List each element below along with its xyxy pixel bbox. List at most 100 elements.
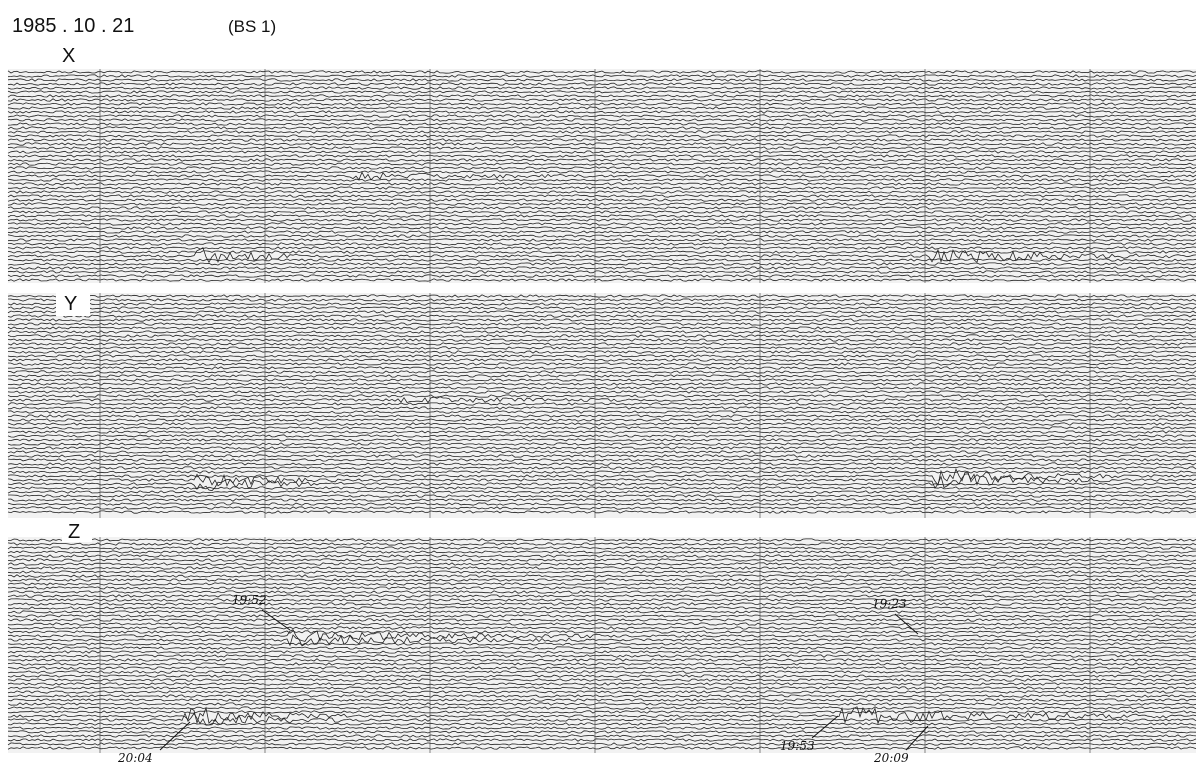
trace — [7, 146, 1197, 150]
trace — [8, 494, 1197, 498]
trace — [7, 650, 1197, 654]
trace — [7, 130, 1197, 134]
time-note: 20:04 — [117, 751, 153, 765]
trace — [7, 70, 1197, 74]
trace — [7, 358, 1197, 362]
trace — [7, 214, 1197, 218]
trace — [7, 270, 1197, 274]
label-bg — [56, 42, 82, 66]
trace — [7, 114, 1197, 118]
trace — [7, 446, 1197, 450]
trace — [7, 266, 1197, 270]
trace — [7, 450, 1197, 454]
trace — [7, 694, 1197, 698]
trace — [8, 438, 1197, 442]
trace — [7, 154, 1197, 158]
trace — [7, 629, 1197, 642]
trace — [8, 210, 1197, 214]
trace — [7, 218, 1197, 222]
arrow — [159, 721, 191, 751]
trace — [7, 122, 1197, 126]
trace — [7, 470, 1197, 474]
trace — [7, 554, 1197, 558]
trace — [7, 738, 1197, 742]
trace — [7, 206, 1197, 210]
trace — [7, 434, 1197, 438]
trace — [7, 634, 1197, 647]
trace — [7, 586, 1197, 590]
trace — [7, 302, 1197, 306]
trace — [7, 366, 1197, 370]
trace — [7, 462, 1197, 466]
arrow — [905, 725, 929, 751]
trace — [7, 98, 1197, 102]
trace — [7, 314, 1197, 318]
trace — [7, 730, 1197, 734]
time-note: 19:23 — [872, 597, 907, 611]
trace — [7, 506, 1197, 510]
trace — [7, 562, 1197, 566]
trace — [7, 162, 1197, 166]
trace — [7, 338, 1197, 342]
trace — [7, 166, 1197, 170]
trace — [7, 502, 1197, 506]
trace — [7, 406, 1197, 410]
trace — [7, 378, 1197, 382]
trace — [7, 318, 1197, 322]
trace — [7, 570, 1197, 574]
trace — [7, 86, 1197, 90]
trace — [7, 658, 1197, 662]
panel-label: Z — [68, 521, 80, 543]
trace — [7, 362, 1197, 366]
trace — [7, 558, 1197, 562]
trace — [8, 298, 1197, 302]
trace — [7, 262, 1197, 266]
trace — [7, 550, 1197, 554]
trace — [7, 614, 1197, 618]
trace — [7, 382, 1197, 386]
trace — [7, 566, 1197, 570]
trace — [7, 418, 1197, 422]
trace — [7, 682, 1197, 686]
trace — [7, 442, 1197, 446]
trace — [7, 326, 1197, 330]
trace — [7, 190, 1197, 194]
trace — [7, 486, 1197, 490]
trace — [7, 454, 1197, 458]
trace — [7, 622, 1197, 626]
trace — [7, 646, 1197, 650]
trace — [7, 712, 1197, 726]
trace — [7, 247, 1197, 264]
station: (BS 1) — [228, 17, 276, 36]
trace — [7, 618, 1197, 622]
trace — [8, 374, 1197, 378]
trace — [7, 246, 1197, 250]
panel-label: Y — [64, 293, 77, 315]
trace — [7, 322, 1197, 326]
trace — [7, 158, 1197, 162]
trace — [7, 574, 1197, 578]
trace — [7, 171, 1197, 181]
trace — [7, 410, 1197, 414]
trace — [7, 686, 1197, 690]
trace — [7, 510, 1197, 514]
trace — [7, 242, 1197, 246]
trace — [7, 74, 1197, 78]
trace — [7, 198, 1197, 202]
trace — [8, 706, 1197, 725]
trace — [7, 642, 1197, 646]
trace — [7, 150, 1197, 154]
trace — [7, 346, 1196, 350]
trace — [7, 678, 1197, 682]
trace — [7, 690, 1197, 694]
trace — [7, 106, 1197, 110]
trace — [7, 230, 1197, 234]
trace — [7, 202, 1197, 206]
trace — [7, 402, 1197, 406]
trace — [7, 630, 1197, 634]
traces — [7, 69, 1197, 753]
trace — [7, 396, 1197, 404]
label-bg — [56, 292, 90, 316]
trace — [7, 702, 1197, 706]
